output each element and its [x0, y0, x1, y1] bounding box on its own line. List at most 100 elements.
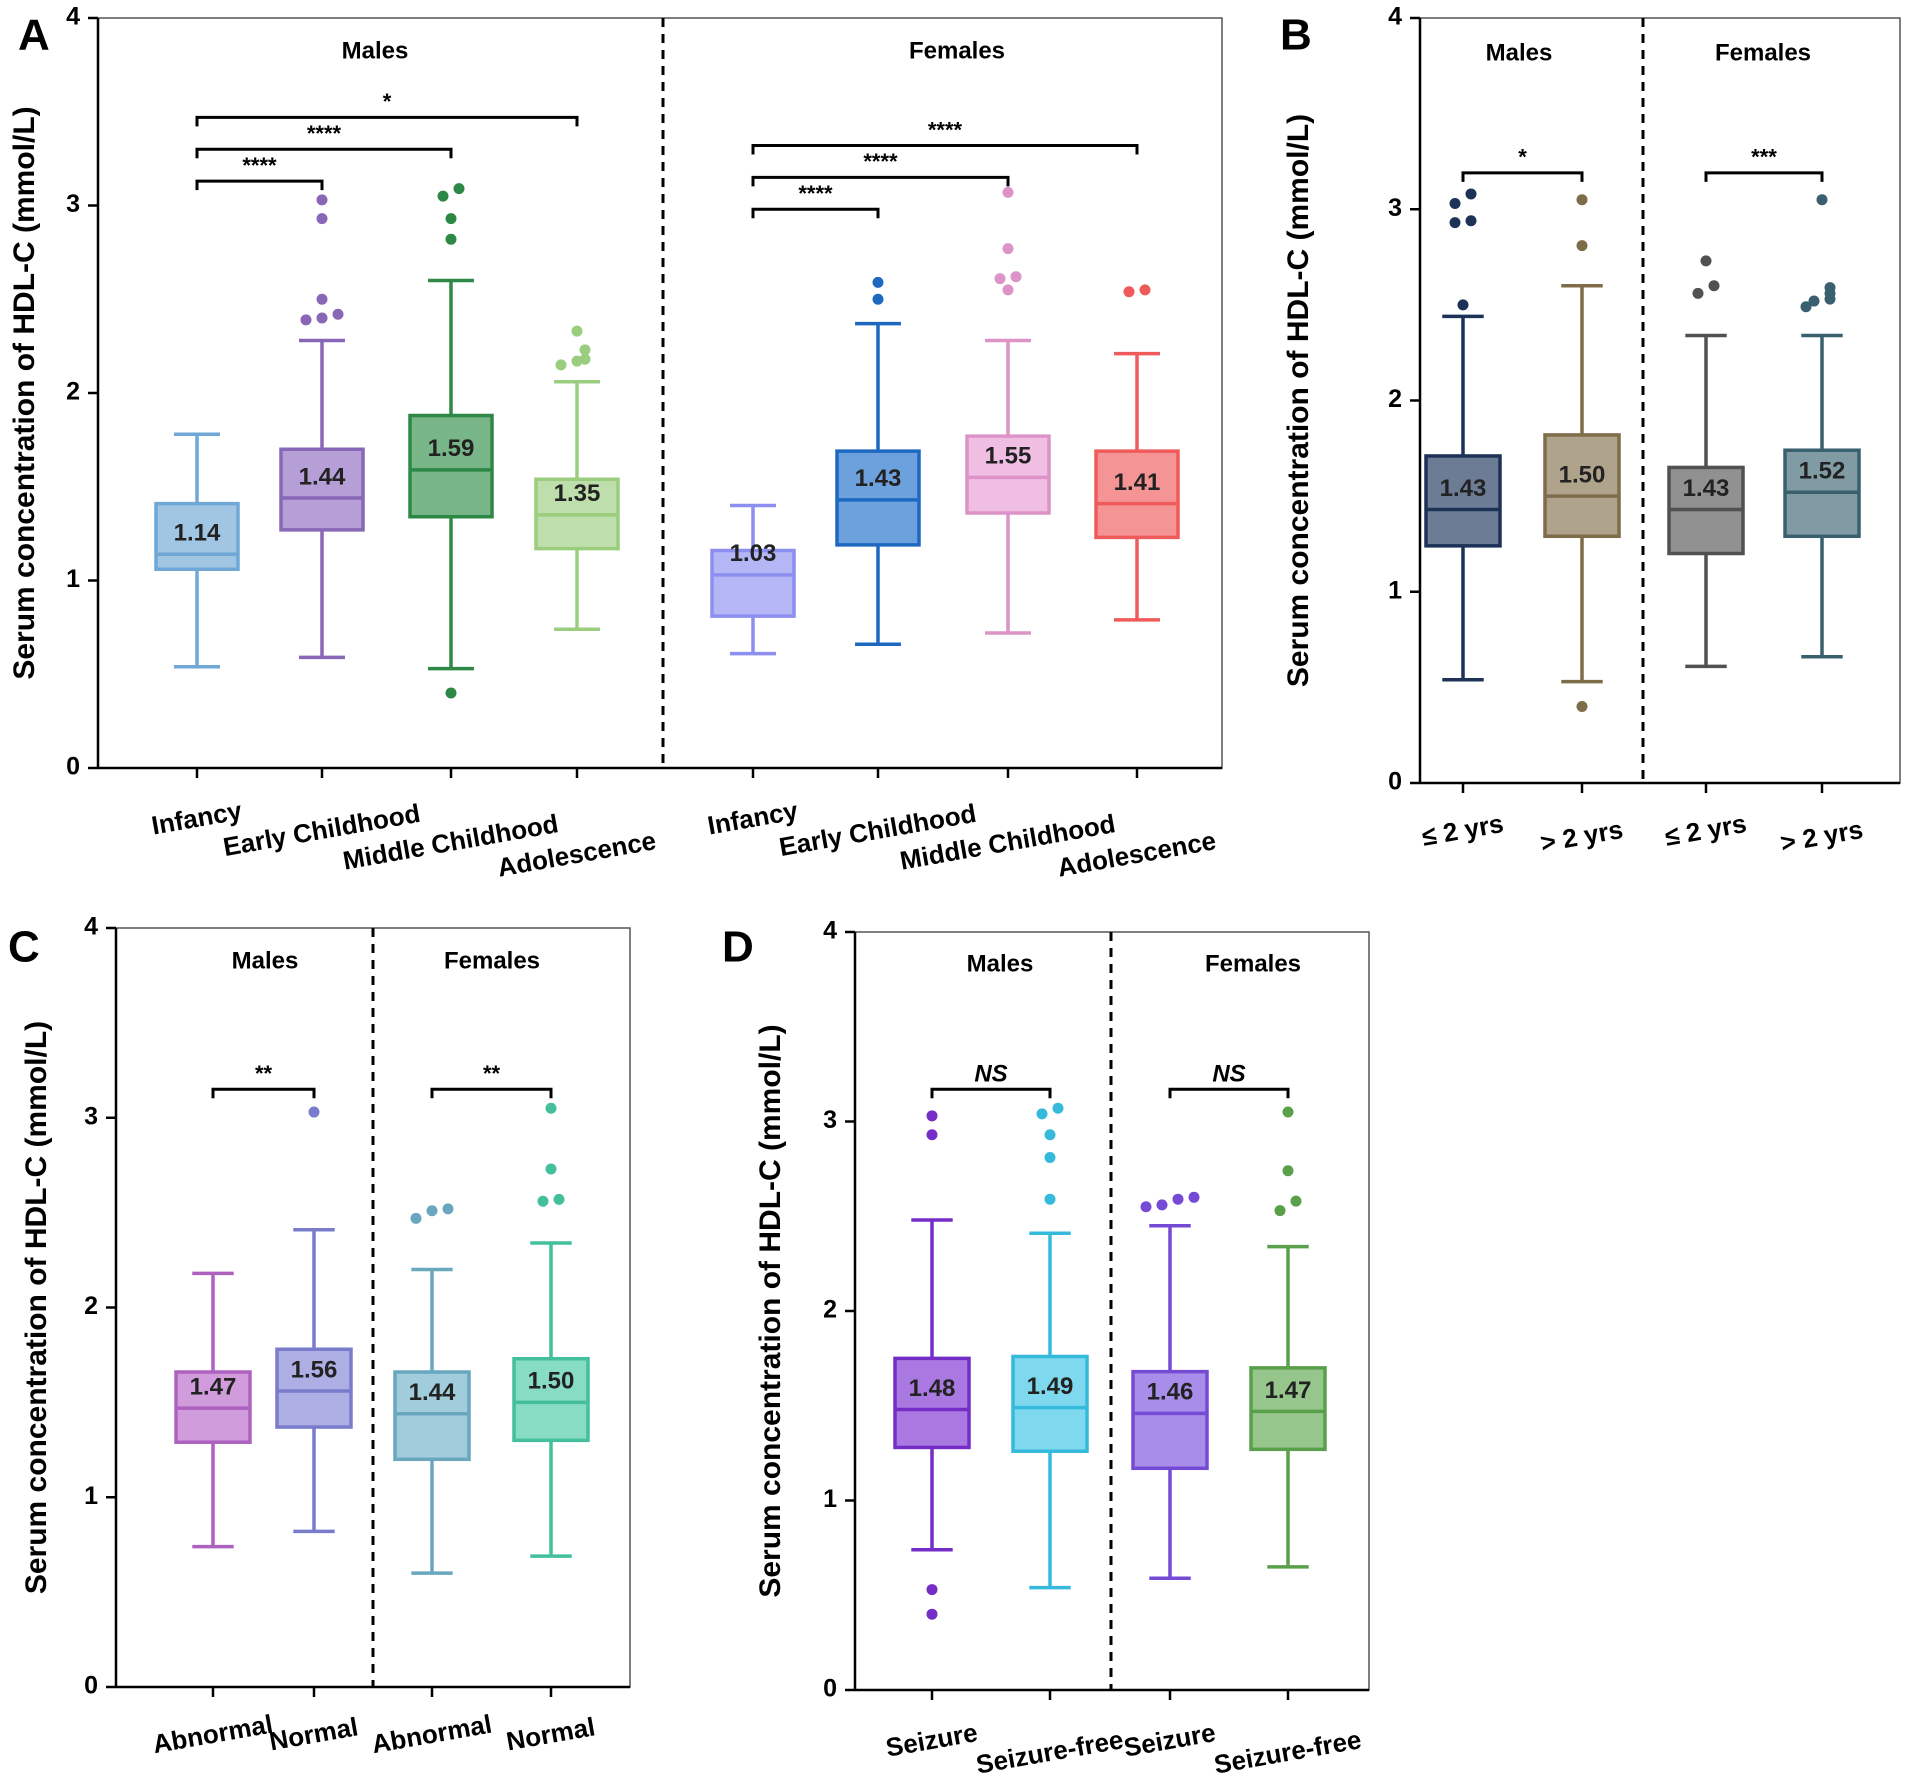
- panel-a-box-males-adolescence: 1.35: [534, 325, 620, 631]
- panel-c-group-title-females: Females: [444, 947, 540, 974]
- outlier-point: [426, 1205, 438, 1217]
- significance-label: NS: [1212, 1061, 1245, 1088]
- iqr-box: [893, 1356, 971, 1450]
- iqr-box: [275, 1347, 353, 1429]
- outlier-point: [1036, 1108, 1048, 1120]
- panel-d-y-tick-label: 3: [823, 1106, 837, 1134]
- panel-b-group-title-females: Females: [1715, 39, 1811, 66]
- median-label: 1.50: [528, 1368, 575, 1395]
- outlier-point: [1002, 243, 1014, 255]
- outlier-point: [571, 325, 583, 337]
- outlier-point: [1282, 1165, 1294, 1177]
- iqr-box: [1249, 1366, 1327, 1452]
- median-label: 1.52: [1799, 458, 1846, 485]
- outlier-point: [1002, 186, 1014, 198]
- panel-a-box-males-middle-childhood: 1.59: [408, 183, 494, 699]
- outlier-point: [300, 314, 312, 326]
- outlier-point: [545, 1163, 557, 1175]
- outlier-point: [1290, 1195, 1302, 1207]
- panel-a-significance-bracket: ****: [195, 121, 453, 159]
- median-label: 1.03: [730, 540, 777, 567]
- median-label: 1.47: [190, 1373, 237, 1400]
- iqr-box: [512, 1356, 590, 1443]
- panel-c-x-tick-label: Abnormal: [369, 1709, 494, 1760]
- outlier-point: [1576, 194, 1588, 206]
- panel-d-label: D: [722, 923, 754, 972]
- outlier-point: [545, 1102, 557, 1114]
- median-label: 1.44: [409, 1379, 456, 1406]
- outlier-point: [994, 273, 1006, 285]
- bracket-line: [195, 115, 579, 127]
- significance-label: *: [1518, 145, 1527, 170]
- outlier-point: [1139, 284, 1151, 296]
- outlier-point: [445, 213, 457, 225]
- iqr-box: [1131, 1369, 1209, 1471]
- outlier-point: [1123, 286, 1135, 298]
- outlier-point: [1692, 287, 1704, 299]
- outlier-point: [1002, 284, 1014, 296]
- panel-a-box-males-early-childhood: 1.44: [279, 194, 365, 660]
- outlier-point: [926, 1584, 938, 1596]
- median-label: 1.48: [909, 1375, 956, 1402]
- bracket-line: [1461, 171, 1584, 182]
- panel-d-x-tick-label: Seizure: [1121, 1717, 1217, 1763]
- outlier-point: [1576, 701, 1588, 712]
- outlier-point: [537, 1195, 549, 1207]
- significance-label: ****: [307, 121, 342, 146]
- outlier-point: [1824, 282, 1836, 294]
- panel-c-box-males-abnormal: 1.47: [174, 1271, 252, 1549]
- panel-d-y-axis-label: Serum concentration of HDL-C (mmol/L): [754, 1024, 787, 1597]
- outlier-point: [926, 1129, 938, 1141]
- panel-b: B 0 1 2 3 4 Serum concentration of HDL-C (mmol…: [1280, 3, 1901, 858]
- outlier-point: [1708, 280, 1720, 292]
- iqr-box: [835, 449, 921, 547]
- panel-b-box-females-le-2-yrs: 1.43: [1667, 255, 1745, 669]
- panel-d-x-tick-label: Seizure-free: [1212, 1724, 1364, 1777]
- outlier-point: [1457, 299, 1469, 311]
- iqr-box: [1424, 454, 1502, 548]
- outlier-point: [316, 213, 328, 225]
- panel-b-label: B: [1280, 11, 1312, 60]
- panel-d-box-females-seizure-free: 1.47: [1249, 1106, 1327, 1569]
- panel-c-y-tick-label: 0: [84, 1672, 98, 1700]
- panel-d-y-tick-label: 1: [823, 1485, 837, 1513]
- panel-d-box-females-seizure: 1.46: [1131, 1191, 1209, 1580]
- panel-a-y-tick-label: 3: [66, 190, 80, 218]
- significance-label: ****: [242, 153, 277, 178]
- significance-label: NS: [974, 1061, 1007, 1088]
- significance-label: **: [483, 1061, 501, 1086]
- panel-d-x-tick-label: Seizure: [883, 1717, 979, 1763]
- outlier-point: [926, 1608, 938, 1620]
- outlier-point: [1188, 1191, 1200, 1203]
- panel-a-box-females-middle-childhood: 1.55: [965, 186, 1051, 635]
- panel-b-box-males-le-2-yrs: 1.43: [1424, 188, 1502, 682]
- median-label: 1.50: [1559, 461, 1606, 488]
- panel-b-y-tick-label: 1: [1388, 576, 1402, 604]
- bracket-line: [211, 1087, 316, 1099]
- outlier-point: [1808, 295, 1820, 307]
- outlier-point: [308, 1106, 320, 1118]
- panel-d-y-tick-label: 0: [823, 1675, 837, 1703]
- panel-b-x-tick-label: ≤ 2 yrs: [1420, 808, 1506, 852]
- significance-label: ***: [1751, 145, 1777, 170]
- iqr-box: [393, 1370, 471, 1462]
- panel-a-significance-bracket: ****: [195, 153, 324, 191]
- outlier-point: [579, 353, 591, 365]
- median-label: 1.35: [554, 480, 601, 507]
- panel-a-group-title-females: Females: [909, 37, 1005, 64]
- panel-c-group-title-males: Males: [232, 947, 299, 974]
- outlier-point: [872, 276, 884, 288]
- outlier-point: [1282, 1106, 1294, 1118]
- panel-d-group-title-females: Females: [1205, 950, 1301, 977]
- iqr-box: [1543, 433, 1621, 539]
- outlier-point: [316, 194, 328, 206]
- panel-a-box-males-infancy: 1.14: [154, 432, 240, 669]
- panel-d-y-tick-label: 2: [823, 1296, 837, 1324]
- panel-c-significance-bracket: **: [430, 1061, 553, 1099]
- outlier-point: [1044, 1152, 1056, 1164]
- panel-b-significance-bracket: ***: [1704, 145, 1824, 182]
- bracket-line: [1704, 171, 1824, 182]
- panel-a-y-tick-label: 1: [66, 565, 80, 593]
- median-label: 1.55: [985, 443, 1032, 470]
